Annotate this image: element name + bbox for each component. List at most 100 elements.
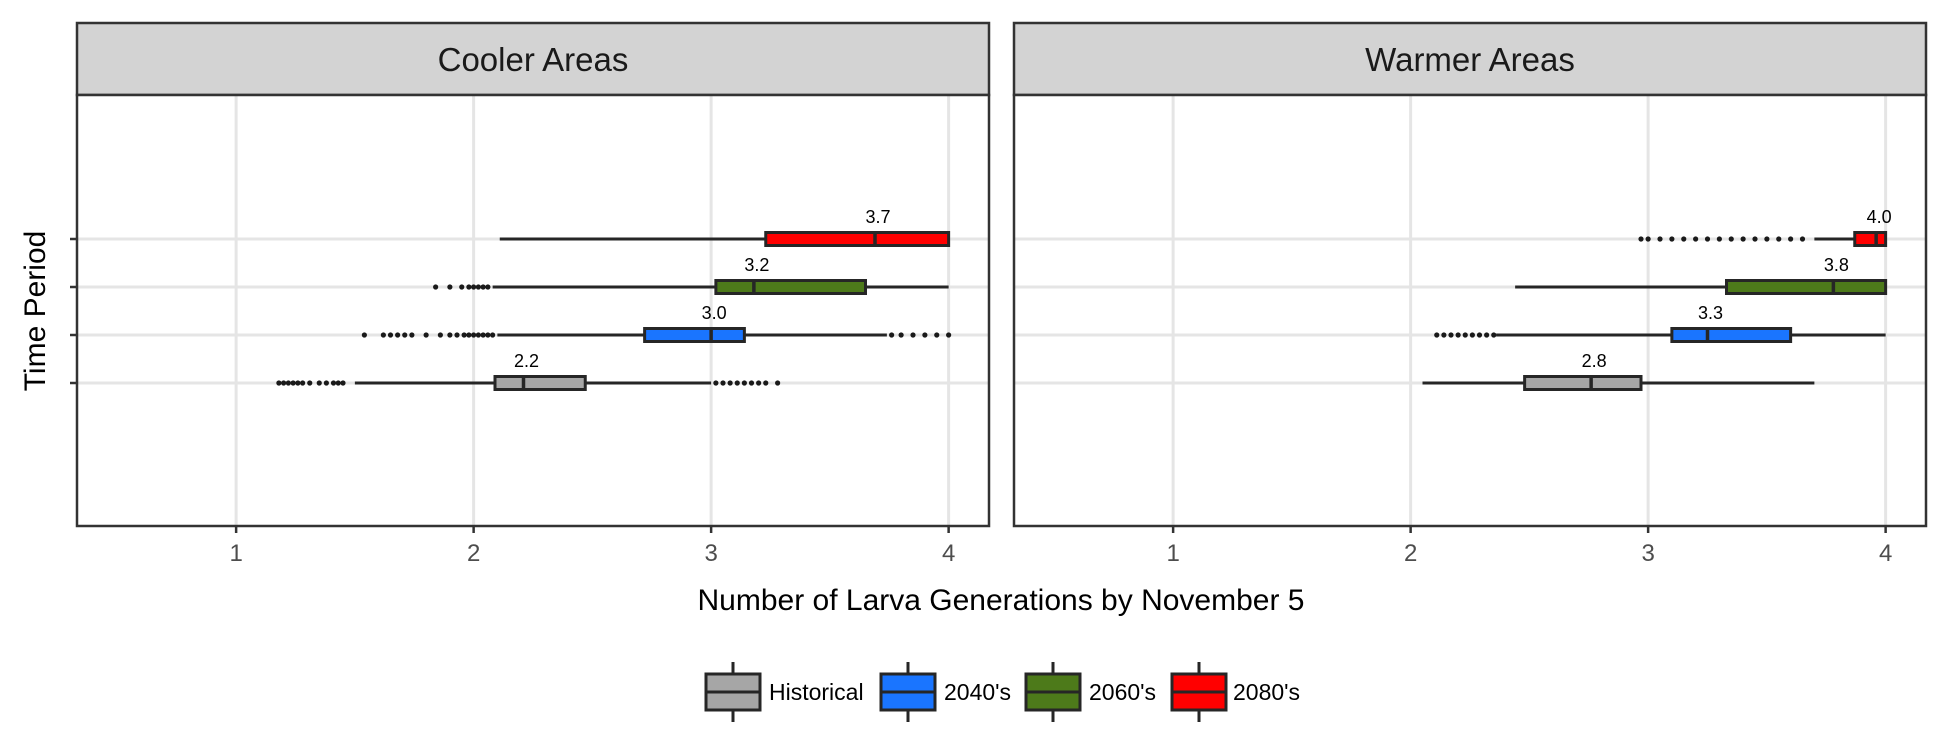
outlier-point (1448, 332, 1454, 338)
outlier-point (361, 332, 367, 338)
outlier-point (387, 332, 394, 338)
outlier-point (281, 380, 287, 386)
outlier-point (290, 380, 296, 386)
outlier-point (934, 332, 940, 338)
outlier-point (466, 284, 472, 290)
outlier-point (433, 284, 439, 290)
box (1853, 231, 1888, 247)
outlier-point (741, 380, 747, 386)
x-tick-label: 1 (229, 540, 242, 567)
outlier-point (1491, 332, 1497, 338)
outlier-point (713, 380, 719, 386)
outlier-point (295, 380, 301, 386)
outlier-point (1752, 236, 1758, 242)
outlier-point (1455, 332, 1461, 338)
box (1523, 375, 1643, 391)
strip (1012, 21, 1928, 97)
outlier-point (330, 380, 337, 386)
outlier-point (423, 332, 429, 338)
outlier-point (447, 284, 453, 290)
outlier-point (1441, 332, 1447, 338)
outlier-point (1764, 236, 1770, 242)
outlier-point (323, 380, 329, 386)
outlier-point (946, 332, 952, 338)
outlier-point (475, 284, 481, 290)
legend-label: 2040's (944, 679, 1011, 705)
x-tick-label: 3 (704, 540, 717, 567)
outlier-point (1693, 236, 1699, 242)
outlier-point (922, 332, 928, 338)
outlier-point (1788, 236, 1794, 242)
outlier-point (889, 332, 895, 338)
outlier-point (1476, 332, 1483, 338)
plot-background (1014, 95, 1926, 526)
boxplot-2080-s: 3.7 (499, 207, 951, 247)
outlier-point (471, 284, 477, 290)
facet-panel: Cooler Areas 2.2 3.0 3.2 3.7 1 2 3 4 (75, 21, 991, 567)
outlier-point (335, 380, 341, 386)
outlier-point (1638, 236, 1644, 242)
data-label: 3.3 (1698, 303, 1723, 323)
outlier-point (1704, 236, 1711, 242)
legend-item: Historical (704, 662, 864, 722)
box (1670, 327, 1793, 343)
outlier-point (1728, 236, 1734, 242)
data-label: 3.2 (744, 255, 769, 275)
outlier-point (485, 284, 491, 290)
outlier-point (763, 380, 769, 386)
outlier-point (1799, 236, 1806, 242)
outlier-point (285, 380, 291, 386)
box (764, 231, 951, 247)
x-tick-label: 1 (1166, 540, 1179, 567)
data-label: 3.8 (1824, 255, 1849, 275)
outlier-point (480, 332, 486, 338)
boxplot-2060-s: 3.2 (433, 255, 949, 295)
outlier-point (720, 380, 726, 386)
x-tick-label: 3 (1641, 540, 1654, 567)
outlier-point (380, 332, 386, 338)
outlier-point (461, 332, 467, 338)
outlier-point (475, 332, 481, 338)
outlier-point (490, 332, 496, 338)
box (1725, 279, 1888, 295)
box (643, 327, 746, 343)
outlier-point (316, 380, 322, 386)
panel-border (75, 93, 991, 528)
outlier-point (734, 380, 740, 386)
data-label: 4.0 (1867, 207, 1892, 227)
outlier-point (1716, 236, 1722, 242)
outlier-point (276, 380, 282, 386)
outlier-point (395, 332, 401, 338)
outlier-point (409, 332, 415, 338)
legend-label: 2080's (1233, 679, 1300, 705)
outlier-point (756, 380, 762, 386)
legend-item: 2060's (1024, 662, 1156, 722)
strip (75, 21, 991, 97)
outlier-point (775, 380, 781, 386)
outlier-point (898, 332, 904, 338)
y-axis-title: Time Period (19, 231, 52, 392)
outlier-point (1740, 236, 1746, 242)
outlier-point (480, 284, 486, 290)
outlier-point (1469, 332, 1475, 338)
box (493, 375, 587, 391)
outlier-point (300, 380, 306, 386)
box (714, 279, 867, 295)
boxplot-historical: 2.8 (1422, 351, 1815, 391)
legend-label: Historical (769, 679, 864, 705)
strip-title: Cooler Areas (438, 41, 629, 78)
outlier-point (471, 332, 477, 338)
outlier-point (1484, 332, 1490, 338)
panel-border (1012, 93, 1928, 528)
strip-title: Warmer Areas (1365, 41, 1575, 78)
outlier-point (485, 332, 491, 338)
x-tick-label: 2 (1404, 540, 1417, 567)
x-tick-label: 2 (467, 540, 480, 567)
outlier-point (459, 284, 465, 290)
outlier-point (447, 332, 453, 338)
x-tick-label: 4 (942, 540, 955, 567)
plot-background (77, 95, 989, 526)
legend-label: 2060's (1089, 679, 1156, 705)
